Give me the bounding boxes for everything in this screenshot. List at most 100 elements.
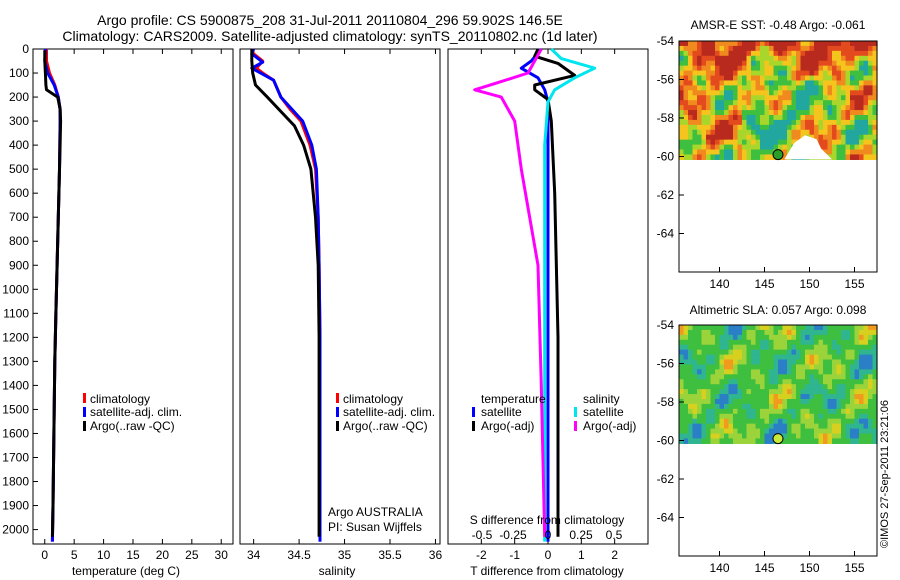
legend-swatch-argo: [83, 421, 86, 431]
heatmap-cell: [773, 139, 779, 146]
heatmap-cell: [818, 428, 824, 435]
heatmap-cell: [692, 394, 698, 400]
heatmap-cell: [832, 144, 838, 151]
heatmap-cell: [872, 110, 878, 116]
heatmap-cell: [679, 119, 685, 126]
x-tick-label: 2: [611, 548, 618, 562]
heatmap-cell: [832, 100, 838, 106]
heatmap-cell: [724, 398, 730, 405]
y-tick-label: -64: [657, 227, 675, 241]
heatmap-cell: [692, 359, 698, 366]
heatmap-cell: [863, 100, 869, 106]
heatmap-cell: [823, 139, 829, 146]
heatmap-cell: [742, 85, 748, 91]
heatmap-cell: [769, 139, 775, 146]
heatmap-cell: [868, 41, 874, 47]
heatmap-cell: [787, 394, 793, 400]
heatmap-cell: [742, 329, 748, 336]
heatmap-cell: [683, 349, 689, 356]
heatmap-cell: [782, 50, 788, 57]
heatmap-cell: [854, 144, 860, 151]
heatmap-cell: [737, 105, 743, 111]
heatmap-cell: [746, 398, 752, 405]
heatmap-cell: [773, 134, 779, 141]
heatmap-cell: [841, 139, 847, 146]
heatmap-cell: [724, 114, 730, 121]
heatmap-cell: [872, 403, 878, 410]
heatmap-cell: [791, 114, 797, 121]
heatmap-cell: [701, 85, 707, 91]
heatmap-cell: [827, 41, 833, 47]
heatmap-cell: [697, 339, 703, 346]
heatmap-cell: [868, 110, 874, 116]
heatmap-cell: [688, 60, 694, 67]
heatmap-cell: [706, 95, 712, 101]
heatmap-cell: [778, 90, 784, 96]
heatmap-cell: [679, 433, 685, 440]
heatmap-cell: [814, 325, 820, 331]
salinity-x-axis: 34 34.5 35 35.5 36: [247, 49, 442, 562]
heatmap-cell: [742, 339, 748, 346]
heatmap-cell: [697, 60, 703, 67]
heatmap-cell: [760, 55, 766, 62]
s-difference-label: S difference from climatology: [470, 513, 625, 527]
heatmap-cell: [796, 95, 802, 101]
heatmap-cell: [787, 85, 793, 91]
heatmap-cell: [836, 119, 842, 126]
heatmap-cell: [733, 60, 739, 67]
heatmap-cell: [818, 359, 824, 366]
heatmap-cell: [769, 423, 775, 430]
heatmap-cell: [872, 75, 878, 82]
heatmap-cell: [760, 100, 766, 106]
heatmap-cell: [710, 418, 716, 425]
heatmap-cell: [728, 55, 734, 62]
heatmap-cell: [760, 394, 766, 400]
heatmap-cell: [710, 433, 716, 440]
heatmap-cell: [854, 45, 860, 52]
heatmap-cell: [872, 369, 878, 375]
heatmap-cell: [683, 41, 689, 47]
heatmap-cell: [868, 45, 874, 52]
heatmap-cell: [719, 105, 725, 111]
heatmap-cell: [715, 114, 721, 121]
heatmap-cell: [755, 90, 761, 96]
heatmap-cell: [760, 344, 766, 351]
heatmap-cell: [787, 129, 793, 136]
heatmap-cell: [751, 423, 757, 430]
heatmap-cell: [778, 60, 784, 67]
heatmap-cell: [679, 369, 685, 375]
heatmap-cell: [805, 364, 811, 370]
heatmap-cell: [827, 334, 833, 341]
heatmap-cell: [841, 379, 847, 385]
heatmap-cell: [796, 354, 802, 361]
heatmap-cell: [724, 65, 730, 72]
heatmap-cell: [679, 394, 685, 400]
heatmap-cell: [836, 354, 842, 361]
heatmap-cell: [787, 344, 793, 351]
heatmap-cell: [769, 85, 775, 91]
legend-swatch-satellite: [336, 407, 339, 417]
heatmap-cell: [836, 423, 842, 430]
heatmap-cell: [764, 394, 770, 400]
heatmap-cell: [769, 41, 775, 47]
heatmap-cell: [827, 423, 833, 430]
y-tick-label: -60: [657, 150, 675, 164]
heatmap-cell: [796, 344, 802, 351]
heatmap-cell: [760, 80, 766, 86]
heatmap-cell: [863, 95, 869, 101]
heatmap-cell: [863, 139, 869, 146]
heatmap-cell: [733, 105, 739, 111]
heatmap-cell: [719, 384, 725, 390]
heatmap-cell: [715, 398, 721, 405]
heatmap-cell: [854, 374, 860, 380]
heatmap-cell: [706, 329, 712, 336]
heatmap-cell: [832, 418, 838, 425]
heatmap-cell: [787, 423, 793, 430]
heatmap-cell: [683, 325, 689, 331]
heatmap-cell: [769, 403, 775, 410]
heatmap-cell: [755, 134, 761, 141]
heatmap-cell: [715, 339, 721, 346]
heatmap-cell: [809, 369, 815, 375]
heatmap-cell: [827, 134, 833, 141]
heatmap-cell: [706, 129, 712, 136]
